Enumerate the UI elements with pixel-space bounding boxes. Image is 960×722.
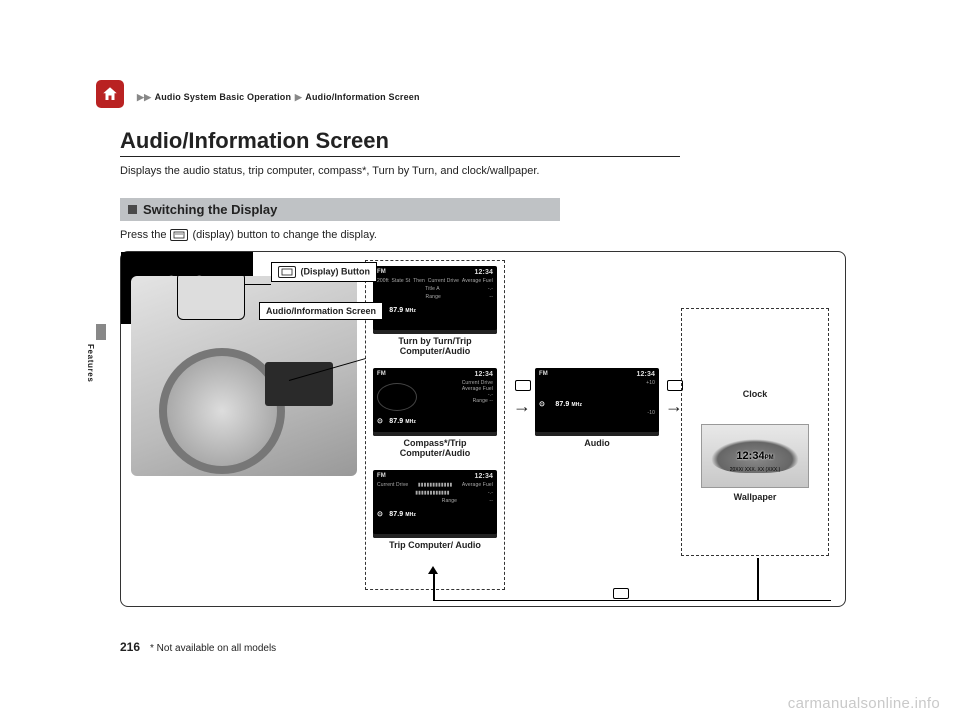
caption-trip-computer: Trip Computer/ Audio [373, 540, 497, 550]
instruction-text: Press the (display) button to change the… [120, 229, 860, 241]
caption-audio: Audio [535, 438, 659, 448]
caption-clock: Clock [689, 389, 821, 399]
screen-freq: 87.9 [389, 418, 403, 425]
intro-text: Displays the audio status, trip computer… [120, 163, 680, 180]
flow-line [433, 600, 831, 602]
screen-band: FM [377, 371, 386, 378]
instruction-pre: Press the [120, 229, 166, 241]
screen-audio: FM12:34 +10 ⊙ 87.9 MHz -10 [535, 368, 659, 436]
arrow-up-icon [428, 566, 438, 574]
screen-freq-unit: MHz [572, 402, 583, 408]
screen-freq: 87.9 [389, 511, 403, 518]
screen-row-label: Current Drive [428, 278, 459, 284]
screen-freq-unit: MHz [405, 512, 416, 518]
display-button-icon [515, 380, 531, 391]
wallpaper-time: 12:34 [736, 450, 764, 462]
screen-time: 12:34 [474, 269, 493, 276]
side-tab-marker [96, 324, 106, 340]
screen-band: FM [539, 371, 548, 378]
screen-freq-unit: MHz [405, 419, 416, 425]
side-tab-label: Features [86, 344, 95, 382]
screen-row-label: Range [442, 498, 457, 504]
arrow-right-icon: → [513, 396, 531, 417]
instruction-post: (display) button to change the display. [192, 229, 376, 241]
screen-row-label: Range [426, 294, 441, 300]
flow-line [433, 572, 435, 600]
flow-line [757, 558, 759, 600]
subhead-label: Switching the Display [143, 202, 277, 217]
page-title: Audio/Information Screen [120, 128, 680, 157]
wallpaper-ampm: PM [765, 455, 774, 461]
callout-audio-info-screen: Audio/Information Screen [259, 302, 383, 321]
screen-band: FM [377, 473, 386, 480]
screen-turn-by-turn: FM12:34 200ftState StThenCurrent DriveAv… [373, 266, 497, 334]
screen-row-label: Average Fuel [462, 482, 493, 488]
wallpaper-date: 20XX/ XXX. XX (XXX.) [730, 467, 781, 473]
screen-time: 12:34 [636, 371, 655, 378]
footnote: * Not available on all models [150, 643, 276, 654]
subhead-bullet-icon [128, 205, 137, 214]
steering-zoom-inset [177, 276, 245, 320]
screen-row-label: Average Fuel [462, 386, 493, 392]
display-button-icon [278, 266, 296, 278]
watermark: carmanualsonline.info [788, 695, 940, 712]
screen-band: FM [377, 269, 386, 276]
page-number: 216 [120, 640, 140, 654]
callout-display-button: (Display) Button [271, 262, 377, 282]
screen-row-label: Range [473, 398, 488, 404]
side-tab: Features [88, 324, 106, 396]
callout-label: (Display) Button [301, 266, 371, 276]
screen-freq: 87.9 [389, 307, 403, 314]
screen-street: State St [392, 278, 411, 284]
screen-freq: 87.9 [555, 401, 569, 408]
figure-diagram: (Display) Button Audio/Information Scree… [120, 251, 846, 607]
screen-freq-unit: MHz [405, 308, 416, 314]
screen-wallpaper: 12:34PM 20XX/ XXX. XX (XXX.) [701, 424, 809, 488]
screen-trip-computer: FM12:34 Current Drive▮▮▮▮▮▮▮▮▮▮▮▮Average… [373, 470, 497, 538]
caption-wallpaper: Wallpaper [689, 492, 821, 502]
screen-compass: FM12:34 Current DriveAverage Fuel-.-Rang… [373, 368, 497, 436]
section-subhead: Switching the Display [120, 198, 560, 221]
display-button-icon [667, 380, 683, 391]
caption-turn-by-turn: Turn by Turn/Trip Computer/Audio [373, 336, 497, 357]
screen-row-label: Title A [425, 286, 440, 292]
arrow-right-icon: → [665, 396, 683, 417]
screen-time: 12:34 [474, 371, 493, 378]
caption-compass: Compass*/Trip Computer/Audio [373, 438, 497, 459]
screen-row-label: Current Drive [377, 482, 408, 488]
callout-label: Audio/Information Screen [266, 306, 376, 316]
display-button-icon [613, 588, 629, 599]
screen-time: 12:34 [474, 473, 493, 480]
screen-row-label: Average Fuel [462, 278, 493, 284]
display-button-icon [170, 229, 188, 241]
